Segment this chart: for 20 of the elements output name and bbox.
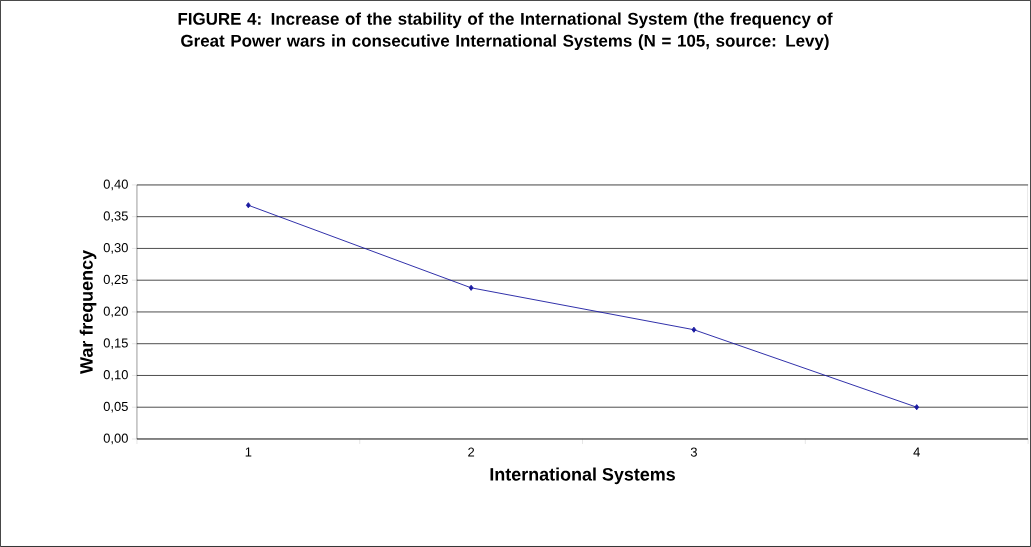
y-tick-label: 0,25: [103, 274, 128, 286]
y-tick-label: 0,20: [103, 306, 128, 318]
y-tick-label: 0,00: [103, 433, 128, 445]
y-axis-title: War frequency: [79, 250, 97, 374]
x-tick-label: 4: [913, 447, 920, 457]
point: [468, 284, 474, 291]
x-tick-label: 3: [690, 447, 697, 457]
y-tick-label: 0,10: [103, 370, 128, 381]
point: [914, 404, 920, 411]
y-tick-label: 0,05: [103, 401, 128, 413]
y-tick-label: 0,30: [103, 243, 128, 254]
chart-title: FIGURE 4: Increase of the stability of the International System (the frequency of Great Power wars in consecutive International Systems (N = 105, source: Levy): [178, 12, 833, 51]
y-tick-label: 0,40: [103, 179, 128, 191]
x-tick-label: 1: [245, 447, 252, 457]
point: [691, 326, 697, 333]
x-tick-label: 2: [468, 447, 475, 457]
y-tick-label: 0,15: [103, 338, 128, 350]
point: [245, 202, 251, 209]
x-axis-title: International Systems: [490, 467, 675, 485]
y-tick-label: 0,35: [103, 211, 128, 223]
